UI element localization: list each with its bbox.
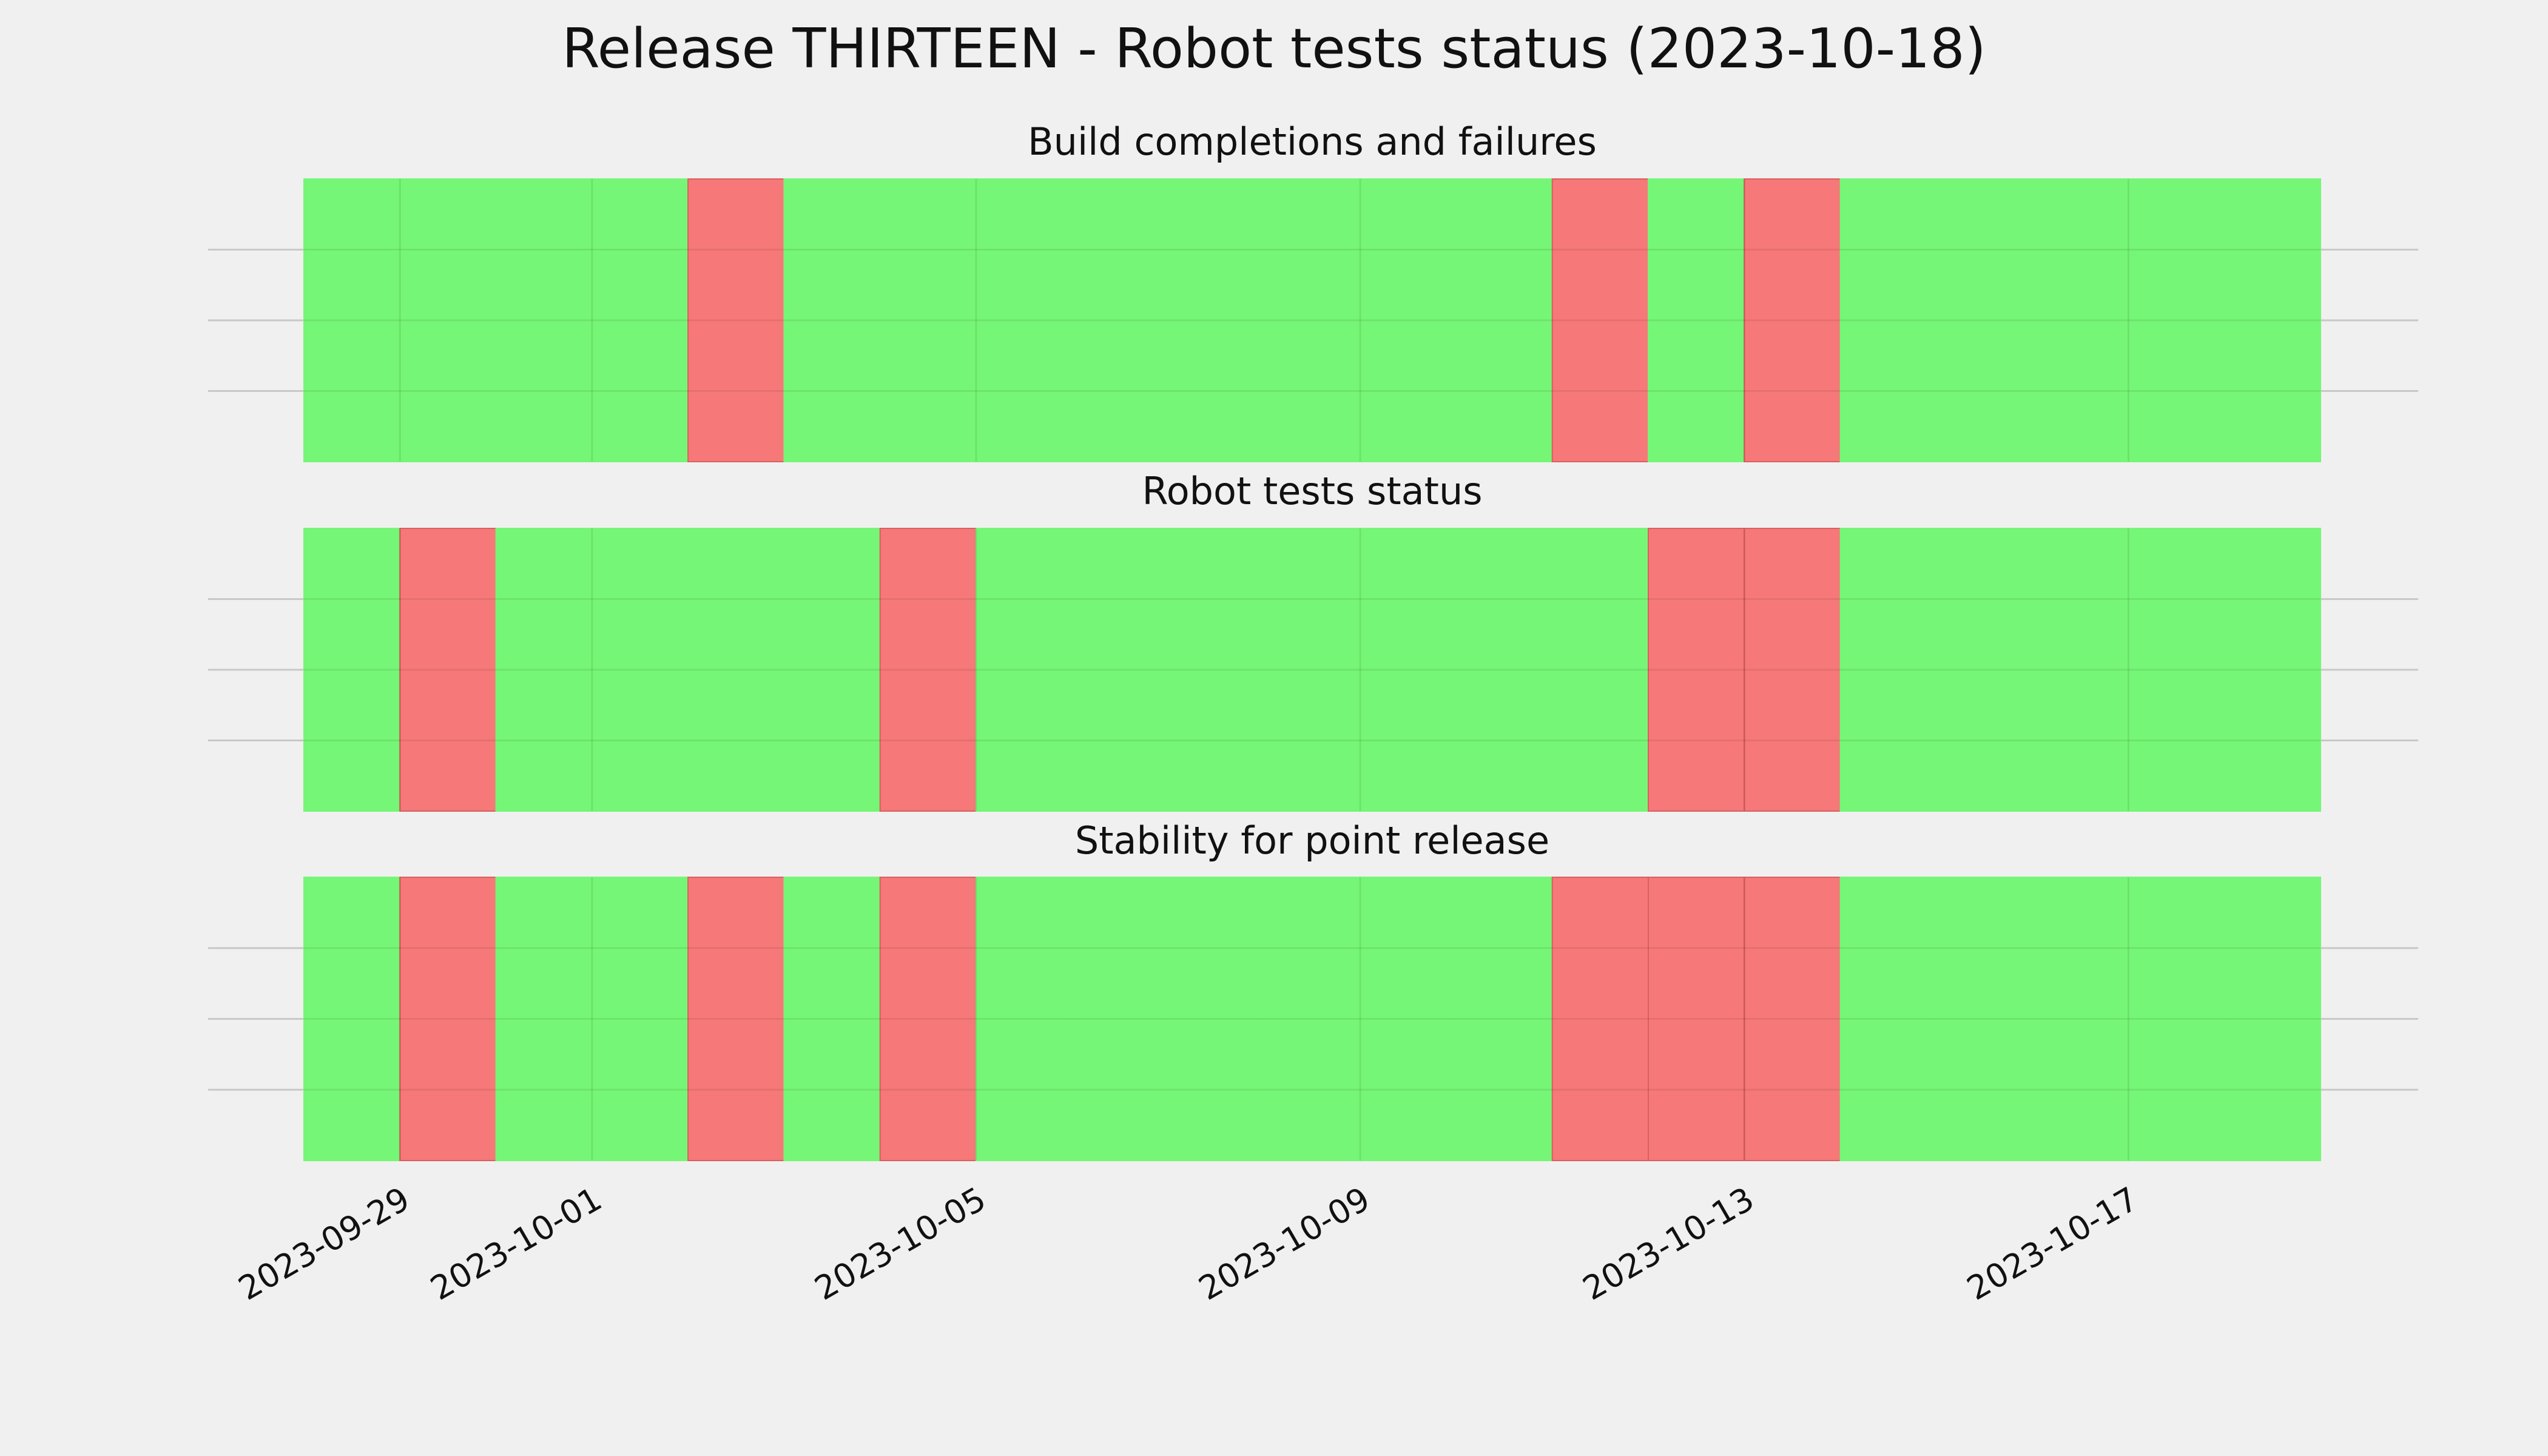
status-span xyxy=(1071,178,1169,462)
status-span xyxy=(783,528,881,812)
status-span xyxy=(1839,178,1937,462)
panel-title: Robot tests status xyxy=(1142,469,1482,513)
status-span xyxy=(1648,877,1745,1161)
status-span xyxy=(687,877,785,1161)
status-span xyxy=(399,528,497,812)
status-span xyxy=(1455,877,1553,1161)
status-span xyxy=(2032,877,2129,1161)
status-span xyxy=(1935,877,2034,1161)
status-span xyxy=(1648,528,1745,812)
status-span xyxy=(2128,528,2225,812)
status-span xyxy=(1263,877,1361,1161)
status-span xyxy=(591,528,689,812)
status-span xyxy=(1455,178,1553,462)
status-span xyxy=(1551,528,1650,812)
status-span xyxy=(976,528,1073,812)
status-span xyxy=(399,877,497,1161)
status-span xyxy=(879,877,977,1161)
status-span xyxy=(1167,528,1265,812)
status-span xyxy=(1935,178,2034,462)
status-span xyxy=(495,528,593,812)
status-span xyxy=(687,528,785,812)
status-span xyxy=(1744,877,1841,1161)
status-span xyxy=(303,178,401,462)
status-span xyxy=(495,178,593,462)
status-span xyxy=(1263,178,1361,462)
status-span xyxy=(2128,877,2225,1161)
status-span xyxy=(1839,528,1937,812)
status-span xyxy=(495,877,593,1161)
status-span xyxy=(1167,877,1265,1161)
status-span xyxy=(303,528,401,812)
status-span xyxy=(1935,528,2034,812)
status-span xyxy=(2223,528,2322,812)
status-span xyxy=(1551,877,1650,1161)
status-span xyxy=(879,178,977,462)
status-span xyxy=(591,877,689,1161)
status-span xyxy=(1167,178,1265,462)
panel-title: Build completions and failures xyxy=(1028,120,1597,164)
status-span xyxy=(1071,877,1169,1161)
status-span xyxy=(783,178,881,462)
status-span xyxy=(2223,877,2322,1161)
status-span xyxy=(783,877,881,1161)
status-span xyxy=(1455,528,1553,812)
status-span xyxy=(591,178,689,462)
status-span xyxy=(2128,178,2225,462)
status-span xyxy=(687,178,785,462)
status-span xyxy=(1360,877,1457,1161)
status-span xyxy=(1551,178,1650,462)
status-span xyxy=(1360,528,1457,812)
status-span xyxy=(2032,528,2129,812)
chart-title: Release THIRTEEN - Robot tests status (2… xyxy=(562,17,1986,81)
status-span xyxy=(303,877,401,1161)
status-span xyxy=(2223,178,2322,462)
status-span xyxy=(976,178,1073,462)
status-span xyxy=(1263,528,1361,812)
status-span xyxy=(1360,178,1457,462)
status-span xyxy=(1839,877,1937,1161)
panel-title: Stability for point release xyxy=(1075,818,1549,863)
